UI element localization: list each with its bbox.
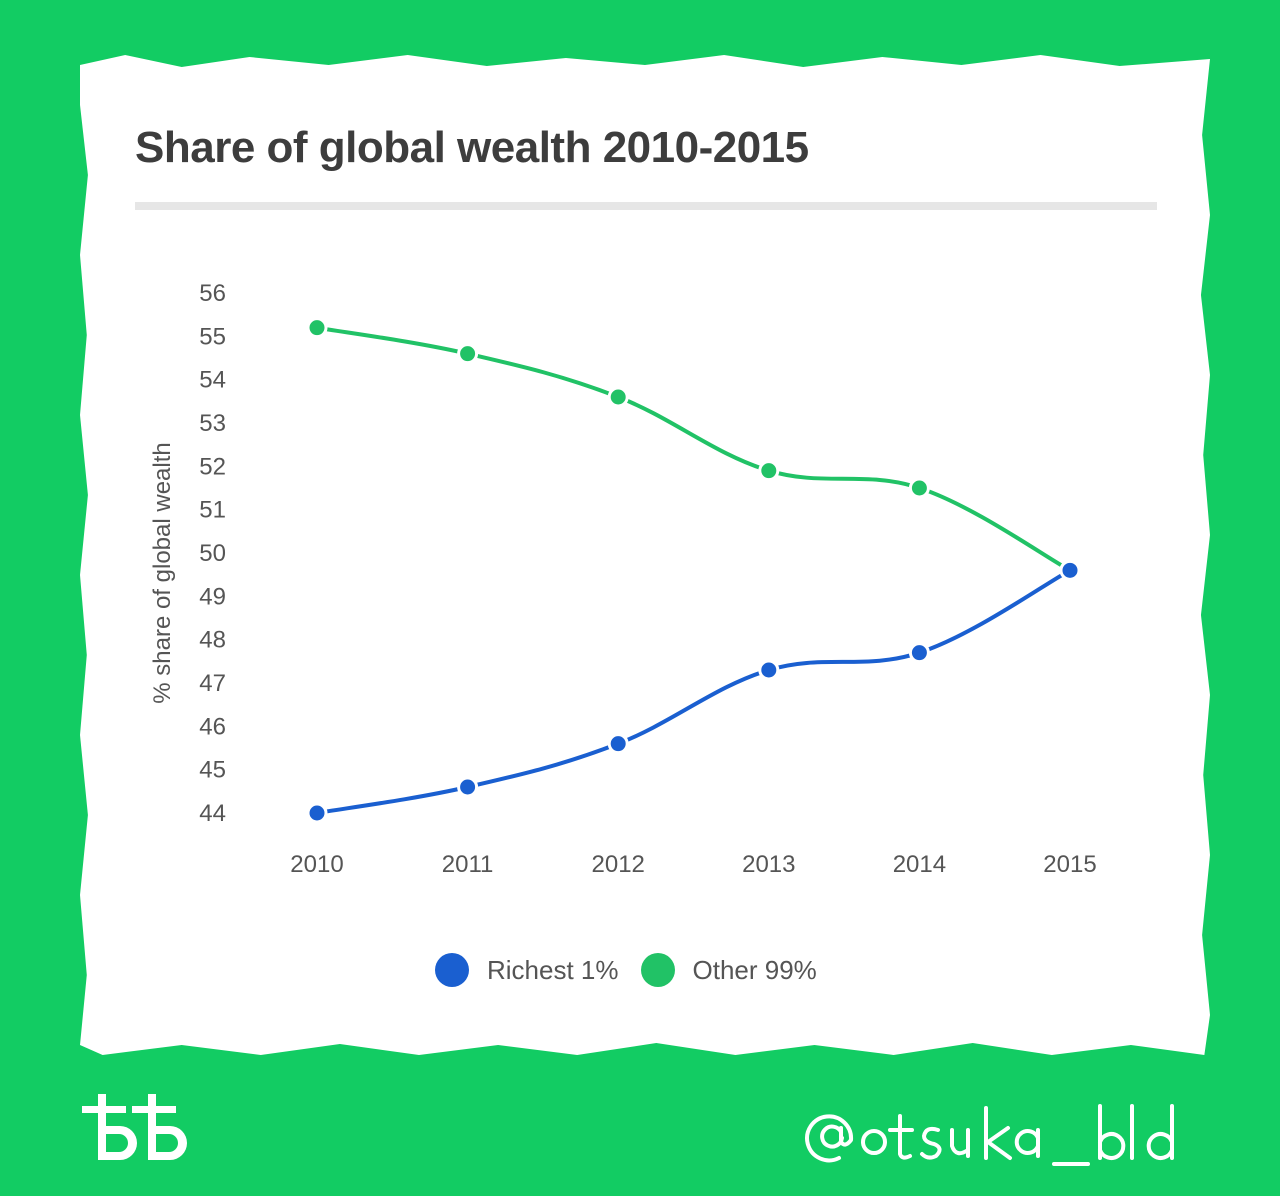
y-tick-label: 47 (199, 670, 226, 697)
legend-marker-richest (435, 953, 469, 987)
chart-card: Share of global wealth 2010-2015 44 45 46 4… (80, 55, 1210, 1055)
legend-label-other: Other 99% (692, 954, 817, 985)
y-tick-label: 46 (199, 713, 226, 740)
data-point-other-2014 (908, 477, 930, 499)
y-tick-label: 44 (199, 800, 226, 827)
y-tick-label: 51 (199, 497, 226, 524)
y-tick-label: 56 (199, 280, 226, 307)
data-point-other-2013 (758, 460, 780, 482)
x-tick-label: 2014 (893, 851, 946, 878)
data-point-richest-2012 (607, 733, 629, 755)
brand-logo (82, 1094, 187, 1160)
x-tick-label: 2015 (1043, 851, 1096, 878)
data-point-richest-2013 (758, 659, 780, 681)
x-tick-label: 2011 (442, 851, 494, 878)
y-tick-label: 53 (199, 410, 226, 437)
y-tick-label: 54 (199, 367, 226, 394)
x-tick-label: 2013 (742, 851, 795, 878)
y-tick-label: 45 (199, 757, 226, 784)
x-tick-label: 2012 (592, 851, 645, 878)
data-point-other-2011 (457, 343, 479, 365)
legend: Richest 1% Other 99% (435, 953, 817, 987)
series-line-richest (315, 568, 1072, 815)
data-point-other-2012 (607, 386, 629, 408)
author-handle-signature (805, 1104, 1174, 1166)
legend-marker-other (640, 953, 675, 987)
data-point-richest-2011 (457, 776, 479, 798)
x-axis: 2010 2011 2012 2013 2014 2015 (290, 851, 1096, 878)
x-tick-label: 2010 (290, 851, 343, 878)
legend-item-richest: Richest 1% (435, 953, 619, 987)
y-tick-label: 48 (199, 627, 226, 654)
data-point-richest-2014 (908, 642, 930, 664)
y-axis: 44 45 46 47 48 49 50 51 52 53 54 55 56 (199, 280, 226, 827)
legend-label-richest: Richest 1% (487, 954, 619, 985)
y-axis-title: % share of global wealth (149, 442, 176, 704)
chart-title: Share of global wealth 2010-2015 (135, 123, 809, 172)
y-tick-label: 50 (199, 540, 226, 567)
series-layer (306, 317, 1081, 824)
data-point-other-2010 (306, 317, 328, 339)
y-tick-label: 52 (199, 453, 226, 480)
title-divider (135, 202, 1157, 210)
y-tick-label: 49 (199, 583, 226, 610)
y-tick-label: 55 (199, 323, 226, 350)
legend-item-other: Other 99% (640, 953, 817, 987)
data-point-richest-2015 (1059, 559, 1081, 581)
series-line-other (315, 325, 1072, 573)
data-point-richest-2010 (306, 802, 328, 824)
